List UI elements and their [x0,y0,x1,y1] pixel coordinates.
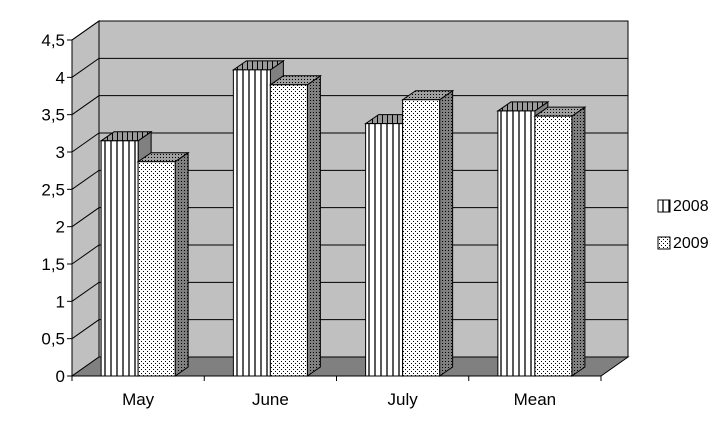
bar-side [174,151,189,377]
bar-2009-july [401,89,455,377]
y-tick-label: 3 [56,143,65,162]
category-label: June [252,390,289,409]
bar-front [365,123,404,377]
y-tick-label: 4,5 [41,31,65,50]
legend-item-2008: 2008 [657,198,709,215]
legend-swatch [657,199,671,213]
y-tick-label: 2,5 [41,180,65,199]
bar-front [269,84,308,377]
bar-side [571,106,586,377]
y-tick-label: 1 [56,292,65,311]
bar-front [232,69,271,377]
y-tick-label: 4 [56,68,65,87]
y-tick-label: 3,5 [41,106,65,125]
legend-label: 2009 [673,235,709,252]
legend-swatch [657,236,671,250]
bar-2009-june [268,74,322,377]
category-label: July [388,390,419,409]
bar-front [402,99,441,377]
bar-front [100,140,139,377]
bar-front [497,110,536,377]
gridline [71,20,628,41]
legend-label: 2008 [673,198,709,215]
bar-2009-mean [533,106,587,377]
bar-side [306,74,321,377]
y-tick-label: 0 [56,367,65,386]
y-tick-label: 0,5 [41,330,65,349]
category-label: May [122,390,155,409]
bar-2009-may [136,151,190,377]
category-label: Mean [514,390,557,409]
bar-side [439,89,454,377]
bar-front [534,115,573,377]
y-tick-label: 1,5 [41,255,65,274]
bar-front [137,161,176,377]
legend-item-2009: 2009 [657,235,709,252]
y-tick-label: 2 [56,218,65,237]
gridline [71,57,628,78]
